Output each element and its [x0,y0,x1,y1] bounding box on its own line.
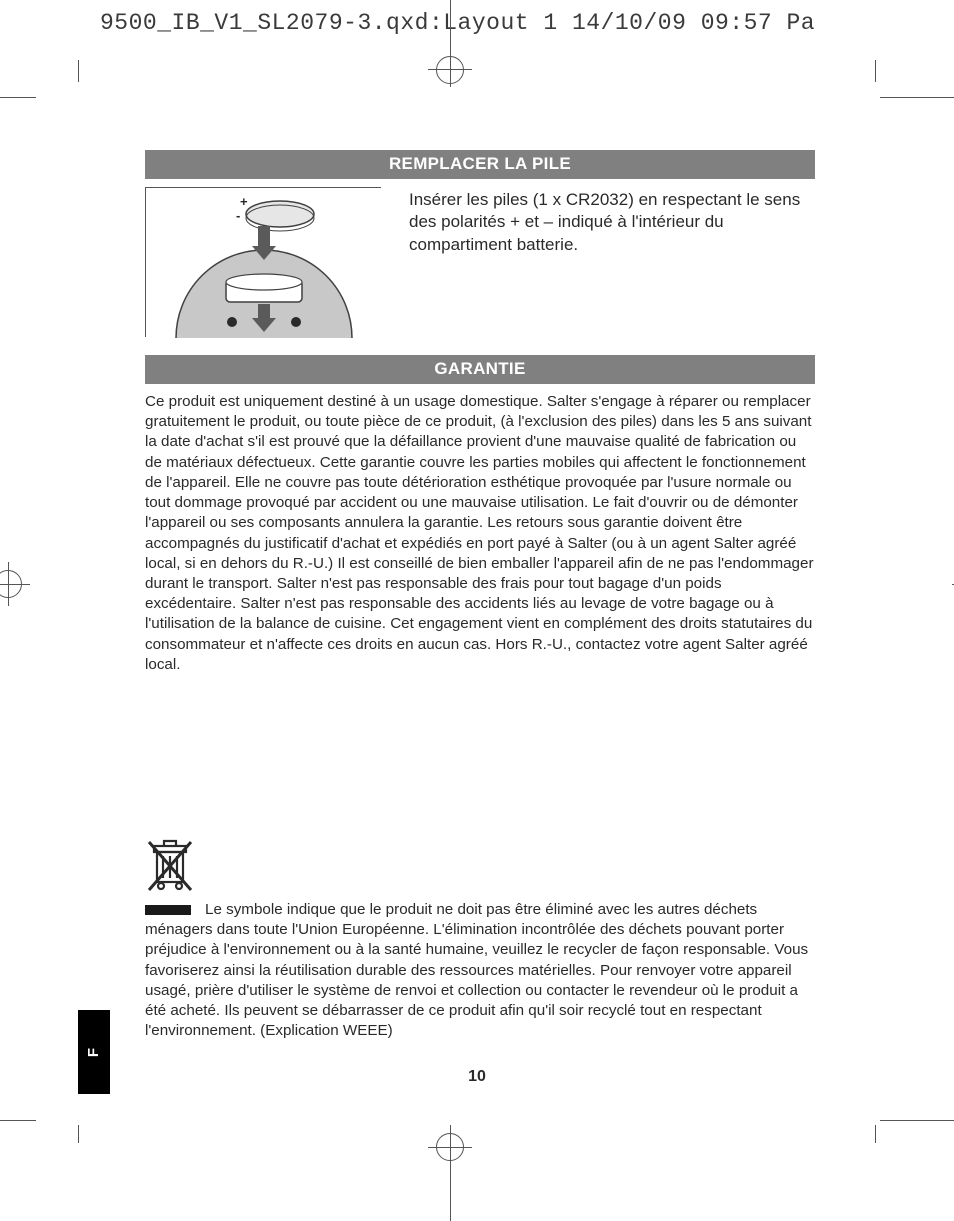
weee-bin-icon [145,838,195,896]
crop-mark-icon [880,1120,954,1121]
page-number: 10 [0,1068,954,1086]
battery-section: + - Insérer les piles (1 x CR2032) en re… [145,187,815,337]
weee-underline-bar-icon [145,905,191,915]
page-content: REMPLACER LA PILE [145,150,815,675]
weee-text: Le symbole indique que le produit ne doi… [145,900,815,1042]
weee-body-text: Le symbole indique que le produit ne doi… [145,901,808,1039]
crop-mark-icon [0,1120,36,1121]
language-tab: F [78,1010,110,1094]
svg-text:+: + [240,194,248,209]
crop-mark-icon [875,1125,876,1143]
crop-mark-icon [78,1125,79,1143]
crop-mark-icon [0,97,36,98]
weee-section: Le symbole indique que le produit ne doi… [145,838,815,1042]
battery-diagram-icon: + - [145,187,381,337]
section-title-warranty: GARANTIE [145,355,815,384]
crop-mark-icon [78,60,79,82]
print-slug: 9500_IB_V1_SL2079-3.qxd:Layout 1 14/10/0… [100,10,815,36]
warranty-body-text: Ce produit est uniquement destiné à un u… [145,392,815,675]
battery-instruction-text: Insérer les piles (1 x CR2032) en respec… [409,187,815,337]
svg-text:-: - [236,208,240,223]
crop-mark-icon [880,97,954,98]
crop-mark-icon [875,60,876,82]
language-tab-label: F [85,1047,102,1056]
section-title-battery: REMPLACER LA PILE [145,150,815,179]
